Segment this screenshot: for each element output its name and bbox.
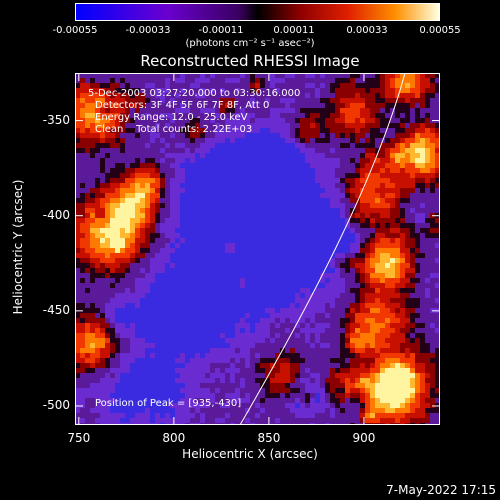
colorbar-tick-label: -0.00033 bbox=[125, 25, 171, 36]
y-axis-title: Heliocentric Y (arcsec) bbox=[11, 179, 25, 315]
colorbar-units: (photons cm⁻² s⁻¹ asec⁻²) bbox=[185, 38, 315, 49]
colorbar-tick-label: -0.00055 bbox=[52, 25, 98, 36]
image-cells bbox=[75, 73, 440, 425]
y-tick-label: -400 bbox=[42, 207, 70, 222]
rhessi-image bbox=[75, 73, 440, 425]
colorbar-tick-label: 0.00055 bbox=[419, 25, 461, 36]
x-tick-label: 900 bbox=[352, 431, 376, 445]
y-tick-label: -500 bbox=[42, 397, 70, 412]
plot-frame bbox=[75, 73, 440, 425]
method-label: Clean Total counts: 2.22E+03 bbox=[95, 124, 253, 135]
plot-title: Reconstructed RHESSI Image bbox=[140, 52, 360, 70]
colorbar bbox=[75, 3, 440, 21]
colorbar-tick-label: 0.00011 bbox=[273, 25, 315, 36]
x-tick-label: 850 bbox=[257, 431, 281, 445]
x-tick-label: 800 bbox=[162, 431, 186, 445]
y-tick-label: -350 bbox=[42, 112, 70, 127]
y-tick-marks bbox=[75, 120, 440, 407]
energy-range-label: Energy Range: 12.0 - 25.0 keV bbox=[95, 112, 248, 123]
colorbar-tick-label: -0.00011 bbox=[198, 25, 244, 36]
x-axis-title: Heliocentric X (arcsec) bbox=[182, 447, 318, 461]
colorbar-tick-label: 0.00033 bbox=[346, 25, 388, 36]
x-tick-label: 750 bbox=[67, 431, 91, 445]
peak-position-label: Position of Peak = [935,-430] bbox=[95, 398, 242, 409]
time-range-label: 5-Dec-2003 03:27:20.000 to 03:30:16.000 bbox=[88, 88, 301, 99]
detectors-label: Detectors: 3F 4F 5F 6F 7F 8F, Att 0 bbox=[95, 100, 270, 111]
x-tick-marks bbox=[78, 73, 365, 425]
y-tick-label: -450 bbox=[42, 302, 70, 317]
datestamp: 7-May-2022 17:15 bbox=[386, 483, 496, 497]
solar-limb bbox=[239, 73, 406, 425]
